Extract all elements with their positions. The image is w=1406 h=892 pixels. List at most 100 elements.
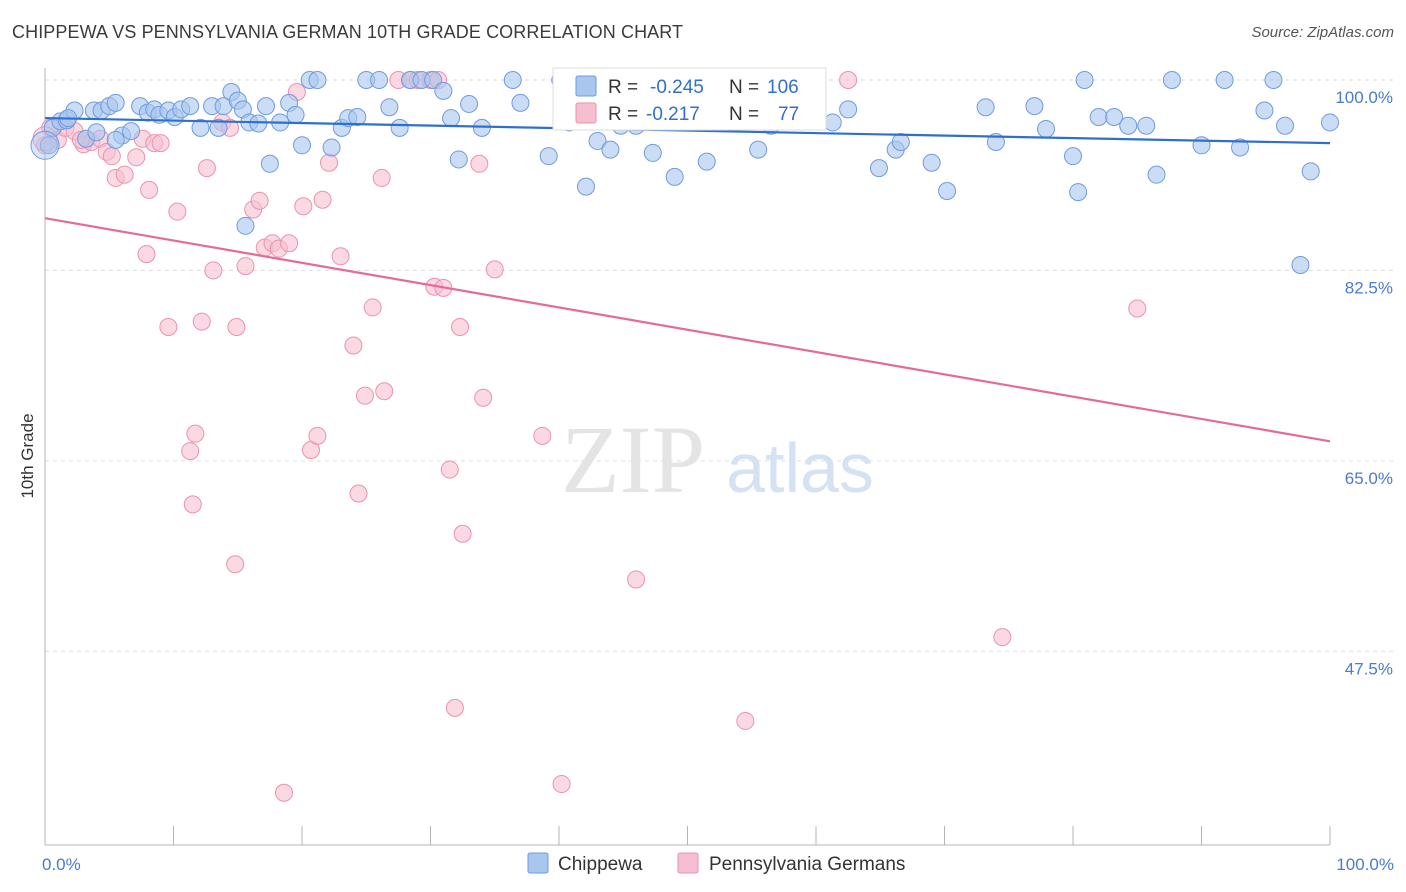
pennsylvania-germans-point: [453, 524, 472, 543]
chippewa-point: [260, 154, 279, 173]
pennsylvania-germans-point: [192, 312, 211, 331]
chippewa-point: [30, 130, 60, 160]
chippewa-point: [1291, 255, 1310, 274]
chippewa-point: [503, 71, 522, 89]
chippewa-point: [442, 109, 461, 128]
chippewa-points: [30, 71, 1339, 274]
chippewa-point: [348, 107, 367, 126]
chippewa-point: [1276, 116, 1295, 135]
pennsylvania-germans-point: [375, 382, 394, 401]
chippewa-point: [1037, 119, 1056, 138]
x-tick-label-min: 0.0%: [42, 855, 81, 874]
pennsylvania-germans-point: [485, 260, 504, 279]
chippewa-point: [1264, 71, 1283, 89]
chippewa-point: [472, 118, 491, 137]
pennsylvania-germans-point: [372, 168, 391, 187]
chippewa-point: [87, 123, 106, 142]
chippewa-point: [1075, 71, 1094, 89]
pennsylvania-germans-point: [280, 234, 299, 253]
chippewa-point: [511, 93, 530, 112]
legend-n-value-2: 77: [778, 104, 799, 125]
chippewa-point: [891, 133, 910, 152]
chippewa-point: [1119, 116, 1138, 135]
chippewa-point: [1192, 136, 1211, 155]
legend-n-label-2: N =: [729, 104, 759, 125]
chippewa-point: [293, 136, 311, 155]
stats-legend-box: [552, 67, 827, 131]
pennsylvania-germans-point: [183, 495, 202, 514]
legend-r-label-1: R =: [608, 77, 638, 98]
pennsylvania-germans-point: [186, 424, 205, 443]
bottom-legend-swatch-pennsylvania-germans: [677, 852, 699, 874]
pennsylvania-germans-point: [440, 460, 459, 479]
pennsylvania-germans-point: [839, 71, 858, 89]
pennsylvania-germans-point: [349, 484, 368, 503]
chippewa-point: [122, 122, 141, 141]
pennsylvania-germans-point: [627, 570, 646, 589]
y-axis-label: 10th Grade: [18, 413, 37, 498]
chippewa-point: [449, 150, 468, 169]
watermark: ZIP atlas: [561, 406, 874, 513]
pennsylvania-germans-point: [102, 147, 121, 166]
pennsylvania-germans-point: [236, 257, 255, 276]
chippewa-point: [1064, 147, 1082, 166]
bottom-legend-label-pennsylvania-germans: Pennsylvania Germans: [709, 854, 905, 875]
pennsylvania-germans-point: [331, 247, 350, 266]
chippewa-point: [39, 136, 58, 155]
y-tick-label: 65.0%: [1345, 469, 1393, 488]
pennsylvania-germans-point: [308, 426, 327, 445]
pennsylvania-germans-point: [993, 628, 1012, 647]
chippewa-point: [1231, 138, 1250, 157]
chippewa-point: [434, 81, 453, 100]
pennsylvania-germans-point: [533, 426, 552, 445]
pennsylvania-germans-point: [1128, 299, 1147, 318]
trend-lines: [44, 116, 1331, 443]
x-tick-label-max: 100.0%: [1336, 855, 1394, 874]
chippewa-point: [236, 216, 255, 235]
chippewa-point: [1301, 162, 1320, 181]
pennsylvania-germans-point: [227, 318, 246, 337]
chippewa-point: [380, 98, 399, 117]
chippewa-point: [576, 177, 595, 196]
chippewa-point: [976, 98, 995, 117]
y-tick-label: 82.5%: [1345, 278, 1393, 297]
pennsylvania-germans-point: [474, 388, 493, 407]
chippewa-point: [249, 114, 268, 133]
legend-n-value-1: 106: [767, 77, 799, 98]
pennsylvania-germans-point: [127, 148, 146, 167]
chippewa-point: [665, 167, 684, 186]
chippewa-point: [106, 130, 125, 149]
pennsylvania-germans-point: [197, 159, 216, 178]
chippewa-point: [643, 143, 662, 162]
chart-source: Source: ZipAtlas.com: [1251, 24, 1394, 41]
grid-layer: [45, 79, 1394, 652]
chart-title: CHIPPEWA VS PENNSYLVANIA GERMAN 10TH GRA…: [12, 22, 684, 42]
chippewa-point: [191, 118, 210, 137]
chippewa-point: [1137, 116, 1156, 135]
chippewa-point: [1069, 183, 1088, 202]
chippewa-point: [1255, 101, 1274, 120]
chippewa-point: [181, 97, 200, 116]
pennsylvania-germans-point: [552, 775, 571, 794]
legend-swatch-chippewa: [575, 75, 597, 97]
chippewa-point: [209, 118, 228, 137]
chippewa-point: [823, 113, 842, 132]
chippewa-point: [749, 140, 768, 159]
pennsylvania-germans-point: [294, 197, 313, 216]
chippewa-point: [370, 71, 389, 89]
series-legend: Chippewa Pennsylvania Germans: [527, 852, 905, 875]
chippewa-point: [839, 100, 858, 119]
pennsylvania-germans-point: [445, 698, 464, 717]
pennsylvania-germans-trend-line: [44, 217, 1331, 443]
pennsylvania-germans-point: [451, 318, 470, 337]
legend-swatch-pennsylvania-germans: [575, 102, 597, 124]
pennsylvania-germans-point: [151, 134, 170, 153]
chippewa-point: [588, 131, 607, 150]
chippewa-point: [601, 140, 620, 159]
pennsylvania-germans-point: [137, 245, 156, 264]
y-tick-label: 100.0%: [1335, 88, 1393, 107]
pennsylvania-germans-point: [250, 191, 269, 210]
y-tick-labels: 100.0% 82.5% 65.0% 47.5%: [1335, 88, 1393, 678]
chippewa-point: [1105, 107, 1124, 126]
pennsylvania-germans-point: [313, 190, 332, 209]
